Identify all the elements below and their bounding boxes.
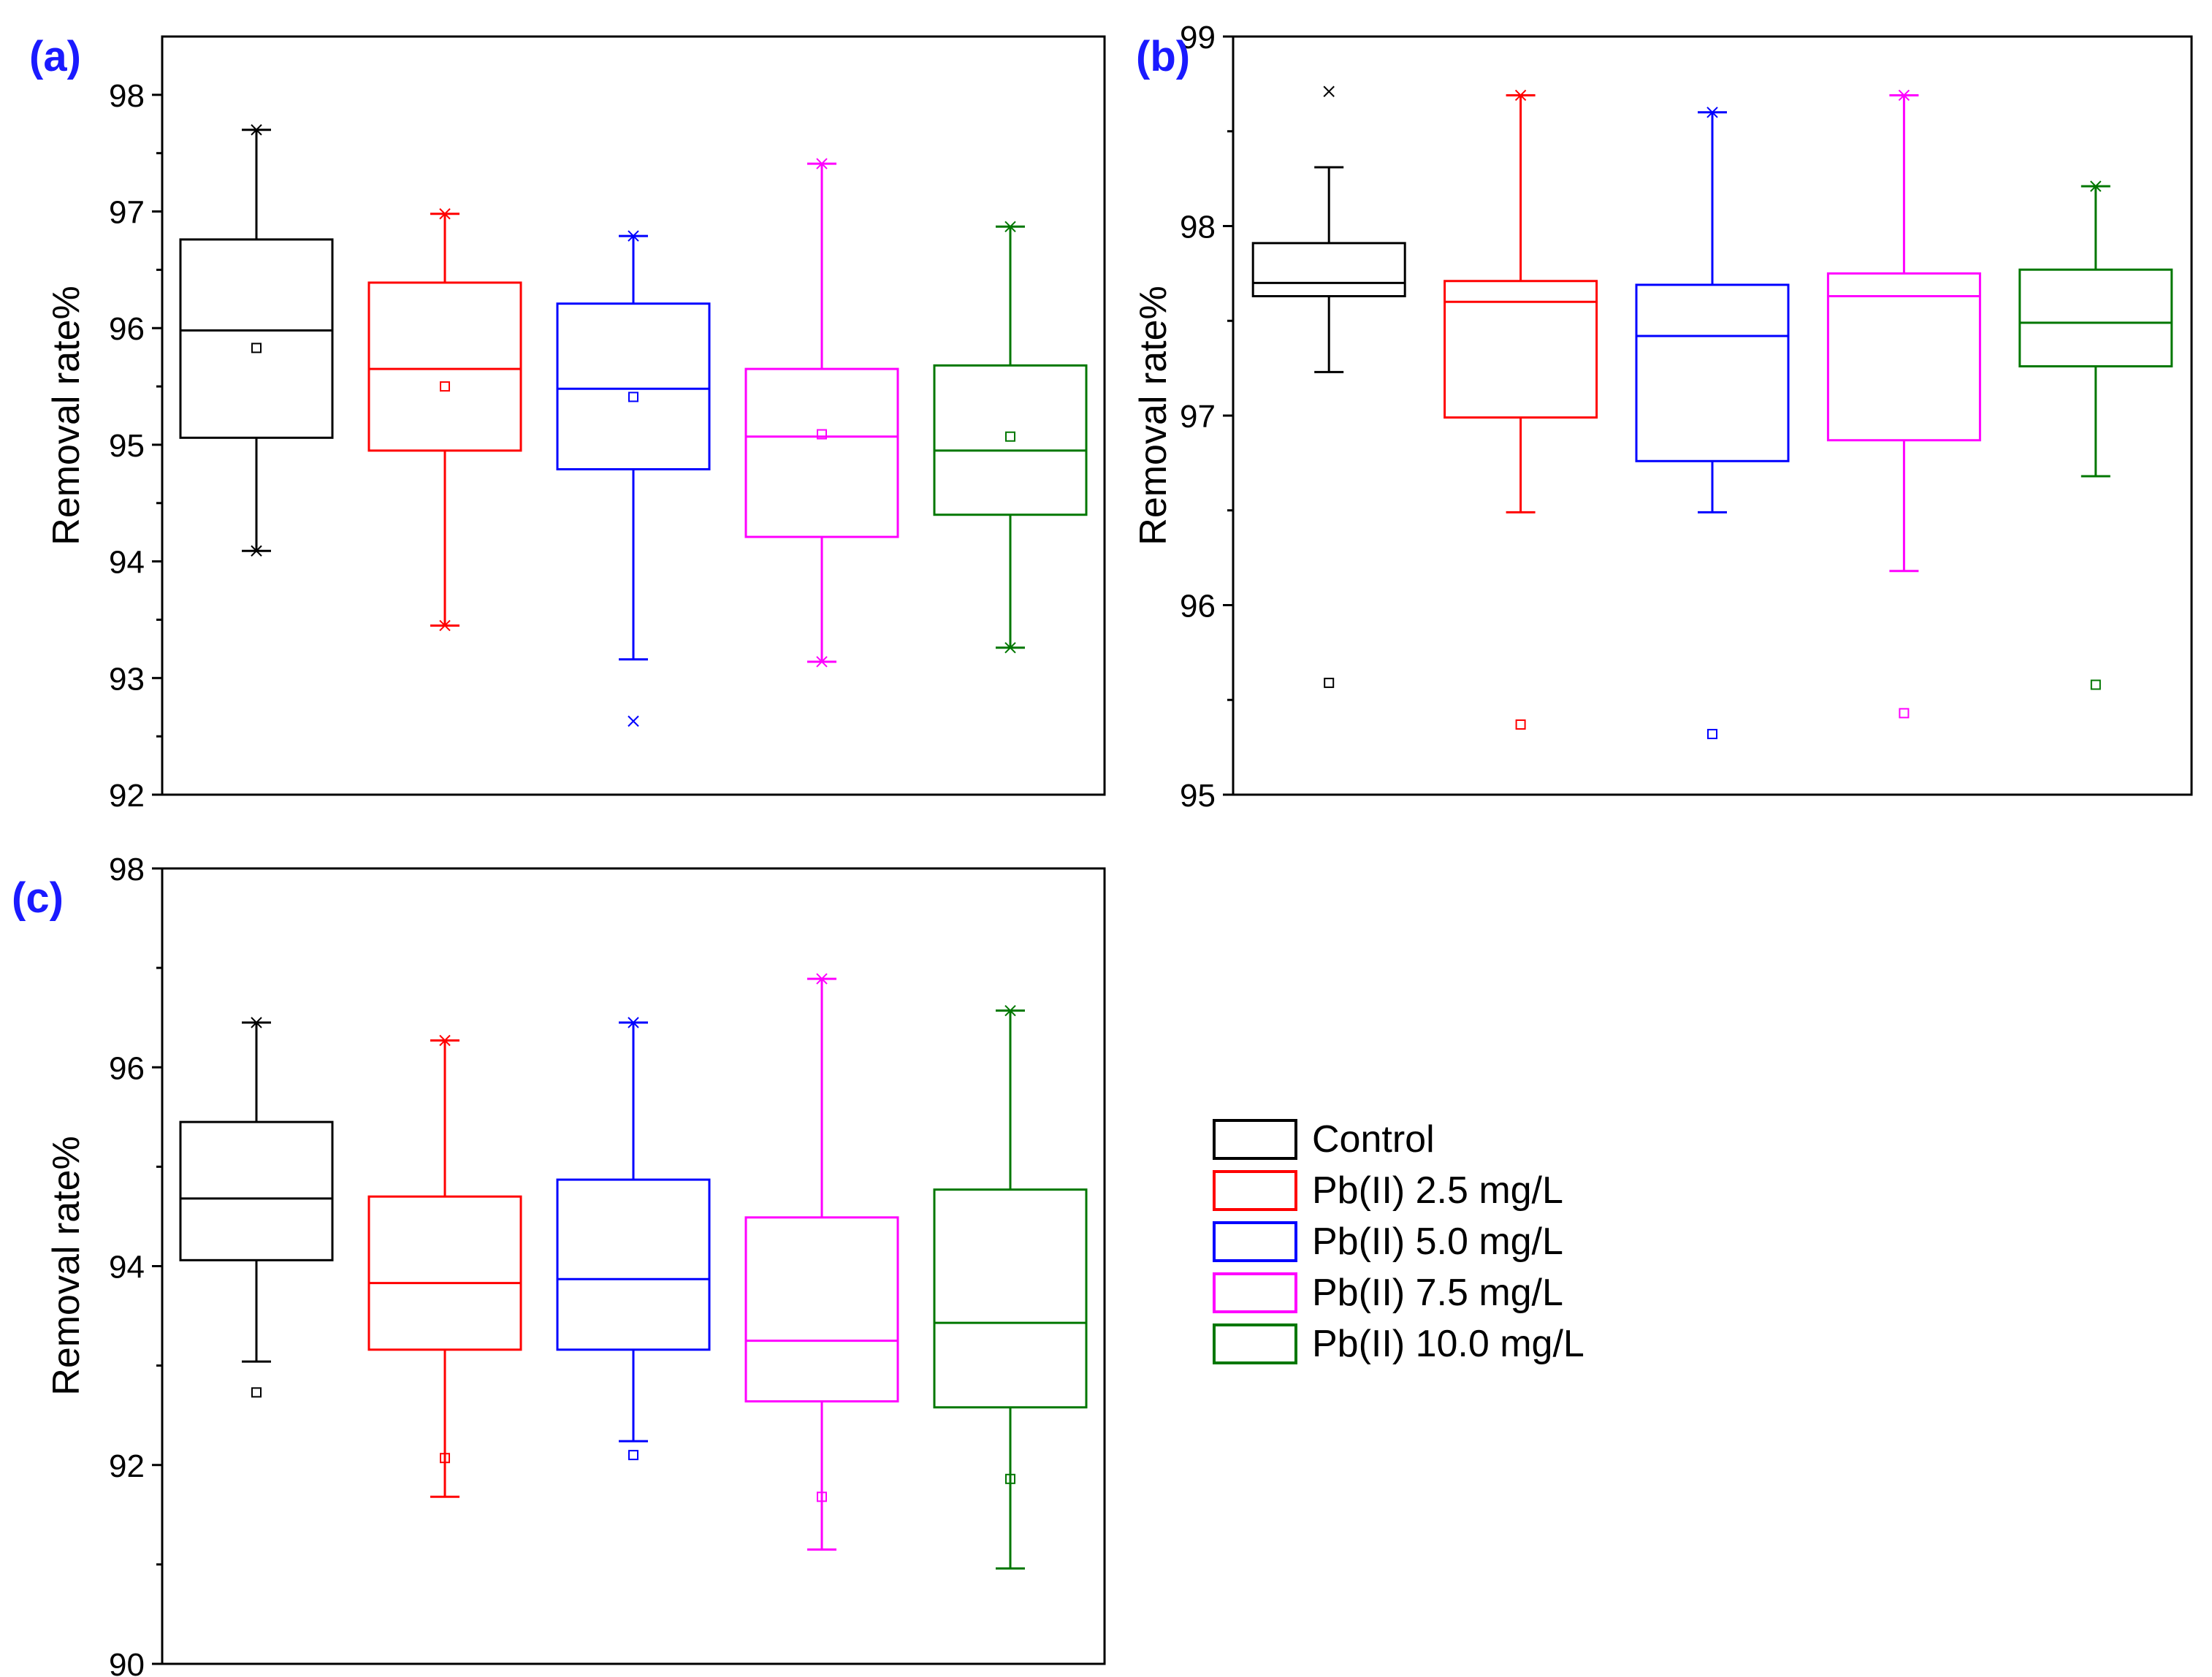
panel-a-box-3-min-marker [628, 715, 639, 727]
legend-item-pb-5-0: Pb(II) 5.0 mg/L [1213, 1216, 1584, 1267]
panel-a-box-5-mean-marker [1005, 431, 1015, 442]
panel-a-box-4-max-marker [816, 158, 828, 169]
panel-a-box-3-max-marker [628, 230, 639, 242]
panel-a-box-2-max-marker [439, 208, 451, 220]
panel-a-box-5-iqr [933, 364, 1088, 516]
panel-c-box-3-iqr [556, 1178, 711, 1351]
panel-b-box-4-mean-marker [1899, 708, 1910, 719]
legend-swatch-pb-2-5 [1213, 1170, 1297, 1211]
panel-c-frame [161, 867, 1106, 1665]
panel-a-box-4-min-marker [816, 656, 828, 668]
legend-swatch-control [1213, 1119, 1297, 1160]
panel-a-ytick-label-98: 98 [109, 78, 145, 114]
panel-c-box-5-mean-marker [1005, 1473, 1015, 1484]
panel-a-box-2-min-marker [439, 619, 451, 632]
panel-b-box-1-max-marker [1323, 85, 1335, 97]
panel-a-box-1-mean-marker [251, 343, 262, 354]
panel-c-box-2-mean-marker [440, 1453, 450, 1464]
panel-b-box-1-iqr [1251, 242, 1406, 298]
panel-c-box-1-iqr [179, 1120, 334, 1261]
panel-c-box-4-iqr [744, 1216, 899, 1403]
legend-item-control: Control [1213, 1114, 1584, 1165]
legend-label-pb-7-5: Pb(II) 7.5 mg/L [1312, 1272, 1563, 1314]
legend-label-pb-2-5: Pb(II) 2.5 mg/L [1312, 1169, 1563, 1212]
legend-swatch-pb-10-0 [1213, 1323, 1297, 1364]
panel-a-box-1-min-marker [251, 545, 262, 557]
panel-c-ytick-label-94: 94 [109, 1250, 145, 1286]
panel-a-ytick-label-96: 96 [109, 311, 145, 347]
panel-a-box-4-iqr [744, 367, 899, 538]
panel-a-box-3-iqr [556, 302, 711, 470]
panel-a-ylabel: Removal rate% [45, 286, 88, 545]
panel-a-box-1-iqr [179, 238, 334, 439]
panel-c-box-4-max-marker [816, 973, 828, 985]
panel-a-box-2-mean-marker [440, 381, 450, 392]
panel-label-a: (a) [29, 33, 81, 80]
panel-c-ytick-label-90: 90 [109, 1647, 145, 1677]
panel-b-box-2-iqr [1443, 280, 1598, 419]
panel-label-c: (c) [12, 874, 64, 922]
legend-swatch-pb-5-0 [1213, 1221, 1297, 1262]
panel-a-frame [161, 35, 1106, 796]
legend-label-pb-10-0: Pb(II) 10.0 mg/L [1312, 1323, 1584, 1365]
panel-a-ytick-label-92: 92 [109, 778, 145, 814]
panel-b-box-3-iqr [1635, 283, 1790, 462]
panel-a-ytick-label-93: 93 [109, 661, 145, 697]
panel-c-box-1-max-marker [251, 1017, 262, 1028]
panel-c-ylabel: Removal rate% [45, 1136, 88, 1395]
legend-item-pb-7-5: Pb(II) 7.5 mg/L [1213, 1267, 1584, 1318]
panel-b-box-2-mean-marker [1515, 719, 1526, 730]
panel-a-box-1-max-marker [251, 124, 262, 136]
panel-c-box-2-max-marker [439, 1034, 451, 1047]
panel-c-ytick-label-92: 92 [109, 1448, 145, 1484]
panel-a-box-4-mean-marker [817, 429, 827, 440]
panel-a-ytick-label-97: 97 [109, 195, 145, 231]
panel-b-ytick-label-95: 95 [1180, 778, 1216, 814]
panel-b-box-5-max-marker [2090, 180, 2102, 192]
panel-c-box-5-max-marker [1004, 1004, 1016, 1017]
legend-label-pb-5-0: Pb(II) 5.0 mg/L [1312, 1220, 1563, 1263]
panel-b-box-4-max-marker [1898, 89, 1910, 102]
panel-c-box-3-mean-marker [628, 1450, 638, 1461]
panel-c-box-1-mean-marker [251, 1387, 262, 1398]
panel-b-ytick-label-96: 96 [1180, 589, 1216, 624]
panel-b-box-3-mean-marker [1707, 728, 1717, 739]
panel-a-box-5-max-marker [1004, 221, 1016, 233]
panel-b-ytick-label-98: 98 [1180, 210, 1216, 245]
panel-a-ytick-label-94: 94 [109, 545, 145, 581]
panel-b-box-3-max-marker [1706, 107, 1718, 118]
panel-b-ytick-label-99: 99 [1180, 20, 1216, 56]
legend-label-control: Control [1312, 1118, 1435, 1161]
panel-c-box-4-mean-marker [817, 1491, 827, 1502]
panel-c-ytick-label-96: 96 [109, 1050, 145, 1086]
legend-swatch-pb-7-5 [1213, 1272, 1297, 1313]
panel-b-ylabel: Removal rate% [1132, 286, 1175, 545]
legend-item-pb-10-0: Pb(II) 10.0 mg/L [1213, 1318, 1584, 1370]
panel-b-box-2-max-marker [1514, 89, 1527, 102]
legend-item-pb-2-5: Pb(II) 2.5 mg/L [1213, 1165, 1584, 1216]
panel-a-box-3-mean-marker [628, 391, 638, 402]
panel-c-box-2-iqr [367, 1195, 522, 1351]
legend: Control Pb(II) 2.5 mg/L Pb(II) 5.0 mg/L … [1213, 1114, 1584, 1370]
panel-b-box-1-mean-marker [1324, 677, 1335, 688]
panel-a-box-5-min-marker [1004, 642, 1016, 654]
panel-b-ytick-label-97: 97 [1180, 399, 1216, 435]
panel-b-box-5-mean-marker [2090, 679, 2101, 690]
panel-label-b: (b) [1136, 33, 1191, 80]
panel-b-box-4-iqr [1826, 272, 1981, 442]
panel-c-box-3-max-marker [628, 1017, 639, 1028]
panel-c-ytick-label-98: 98 [109, 852, 145, 887]
panel-c-box-5-iqr [933, 1188, 1088, 1409]
panel-a-box-2-iqr [367, 281, 522, 452]
panel-a-ytick-label-95: 95 [109, 428, 145, 464]
panel-b-box-5-iqr [2018, 268, 2173, 368]
